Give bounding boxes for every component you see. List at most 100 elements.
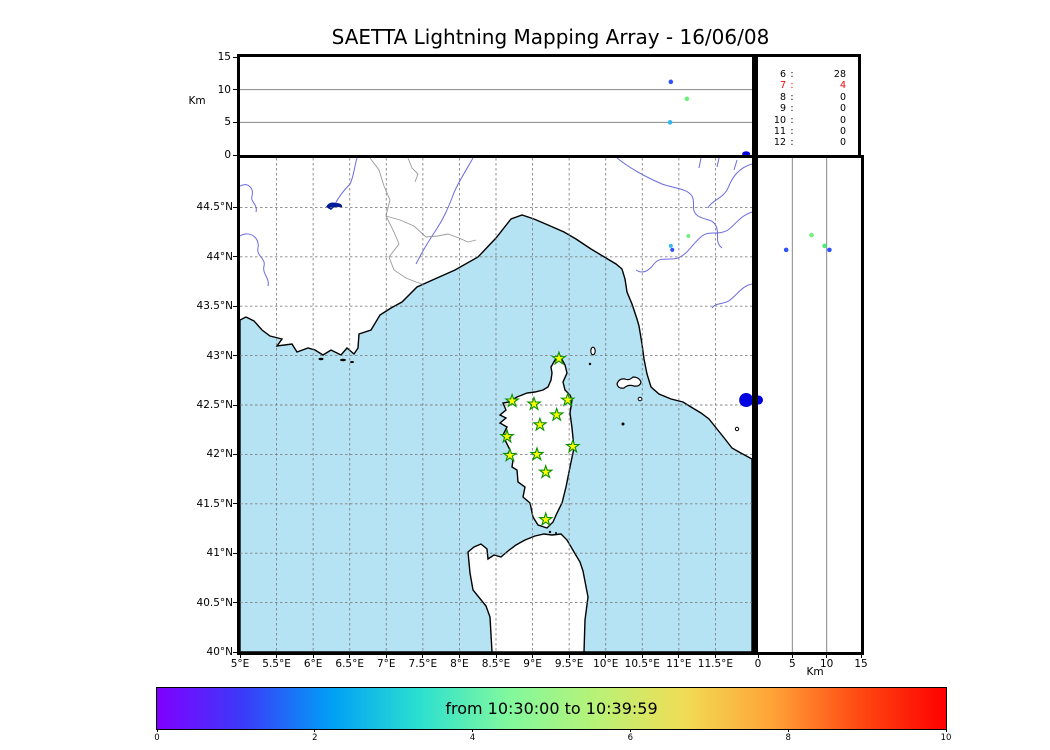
lon-tick-label: 8.5°E xyxy=(481,658,511,670)
separator: : xyxy=(790,114,794,126)
lon-tick-label: 6°E xyxy=(303,658,323,670)
station-count-box: 6: 28 7: 4 8: 0 9: 0 10: 0 11: 0 12: 0 xyxy=(755,54,861,158)
lat-tick-mark xyxy=(233,206,237,208)
station-count-row: 9: 0 xyxy=(768,103,858,114)
station-id: 12 xyxy=(773,137,786,149)
station-count-row: 7: 4 xyxy=(768,80,858,91)
station-count-row: 12: 0 xyxy=(768,137,858,148)
station-star xyxy=(559,391,576,407)
station-star xyxy=(499,428,515,444)
station-star xyxy=(548,406,565,422)
lat-tick-mark xyxy=(233,256,237,258)
lat-tick-mark xyxy=(233,355,237,357)
station-source-count: 4 xyxy=(839,80,846,92)
lon-tick-mark xyxy=(239,655,241,658)
lat-tick-label: 41°N xyxy=(206,547,233,560)
lightning-point xyxy=(822,243,827,249)
lon-tick-mark xyxy=(532,655,534,658)
station-source-count: 28 xyxy=(833,69,846,80)
colorbar-tick-label: 10 xyxy=(940,733,952,743)
elba-island xyxy=(616,376,642,389)
altitude-longitude-plot xyxy=(240,79,752,155)
altitude-tick-label: 15 xyxy=(217,51,231,63)
altitude-axis-unit-label-side: Km xyxy=(806,666,824,678)
altitude-tick-label: 15 xyxy=(854,658,868,670)
lat-tick-mark xyxy=(233,453,237,455)
colorbar-tick-mark xyxy=(472,729,474,732)
separator: : xyxy=(790,103,794,115)
altitude-tick-mark xyxy=(233,154,237,156)
lon-tick-mark xyxy=(714,655,716,658)
lon-tick-label: 9.5°E xyxy=(554,658,584,670)
station-star xyxy=(551,350,567,366)
lon-tick-mark xyxy=(568,655,570,658)
station-id: 8 xyxy=(779,91,786,103)
altitude-tick-label: 10 xyxy=(819,658,834,670)
station-star xyxy=(564,438,581,454)
colorbar-tick-mark xyxy=(314,729,316,732)
sardinia-island xyxy=(467,533,589,652)
colorbar-tick-mark xyxy=(787,729,789,732)
altitude-tick-mark xyxy=(860,655,862,658)
lightning-point xyxy=(668,243,673,248)
colorbar-time-range-label: from 10:30:00 to 10:39:59 xyxy=(445,699,658,718)
lat-tick-mark xyxy=(233,552,237,554)
lightning-cluster-ground xyxy=(742,151,751,155)
lat-tick-label: 42.5°N xyxy=(196,399,233,411)
altitude-tick-mark xyxy=(757,655,759,658)
lightning-cluster-ground xyxy=(758,395,763,405)
lon-tick-mark xyxy=(312,655,314,658)
station-source-count: 0 xyxy=(839,126,846,138)
station-count-row: 11: 0 xyxy=(768,126,858,137)
small-islands xyxy=(318,346,740,534)
station-id: 9 xyxy=(779,103,786,115)
station-count-row: 6: 28 xyxy=(768,69,858,80)
altitude-tick-mark xyxy=(791,655,793,658)
altitude-latitude-plot xyxy=(758,158,832,652)
station-count-row: 8: 0 xyxy=(768,92,858,103)
lon-tick-label: 11°E xyxy=(666,658,692,670)
lon-tick-mark xyxy=(422,655,424,658)
station-star xyxy=(502,447,518,463)
lightning-point xyxy=(670,247,675,252)
altitude-tick-label: 10 xyxy=(217,83,231,96)
separator: : xyxy=(790,80,794,92)
station-star xyxy=(537,463,554,479)
lightning-point xyxy=(667,120,673,125)
lat-tick-label: 42°N xyxy=(206,448,233,461)
altitude-tick-mark xyxy=(233,56,237,58)
lat-tick-label: 40°N xyxy=(206,646,233,658)
lightning-point xyxy=(827,247,832,253)
station-id: 6 xyxy=(779,69,786,80)
time-colorbar: from 10:30:00 to 10:39:59 xyxy=(156,687,947,730)
colorbar-tick-label: 2 xyxy=(312,733,318,743)
altitude-tick-label: 5 xyxy=(788,658,796,670)
map-gridlines xyxy=(240,158,752,652)
station-star xyxy=(537,511,554,527)
lat-tick-label: 44°N xyxy=(206,250,233,263)
separator: : xyxy=(790,126,794,138)
lat-tick-label: 44.5°N xyxy=(196,201,233,214)
lightning-point xyxy=(809,232,814,238)
lat-tick-label: 43°N xyxy=(206,349,233,362)
colorbar-tick-mark xyxy=(945,729,947,732)
lon-tick-label: 11.5°E xyxy=(697,658,734,670)
lon-tick-label: 10°E xyxy=(593,658,619,670)
station-id: 7 xyxy=(779,80,786,92)
lat-tick-mark xyxy=(233,651,237,653)
station-star xyxy=(526,395,542,411)
lon-tick-label: 8°E xyxy=(450,658,469,670)
colorbar-tick-label: 4 xyxy=(469,733,476,743)
lon-tick-mark xyxy=(641,655,643,658)
station-id: 11 xyxy=(773,126,786,138)
lightning-point xyxy=(684,96,690,102)
lat-tick-label: 43.5°N xyxy=(196,300,233,313)
lat-tick-label: 40.5°N xyxy=(196,596,233,609)
lon-tick-label: 6.5°E xyxy=(335,658,364,670)
station-count-list: 6: 28 7: 4 8: 0 9: 0 10: 0 11: 0 12: 0 xyxy=(758,57,858,149)
altitude-vs-longitude-panel xyxy=(237,54,755,158)
lon-tick-mark xyxy=(495,655,497,658)
colorbar-tick-label: 0 xyxy=(154,733,160,743)
station-star xyxy=(532,416,548,432)
lightning-point xyxy=(668,79,674,85)
